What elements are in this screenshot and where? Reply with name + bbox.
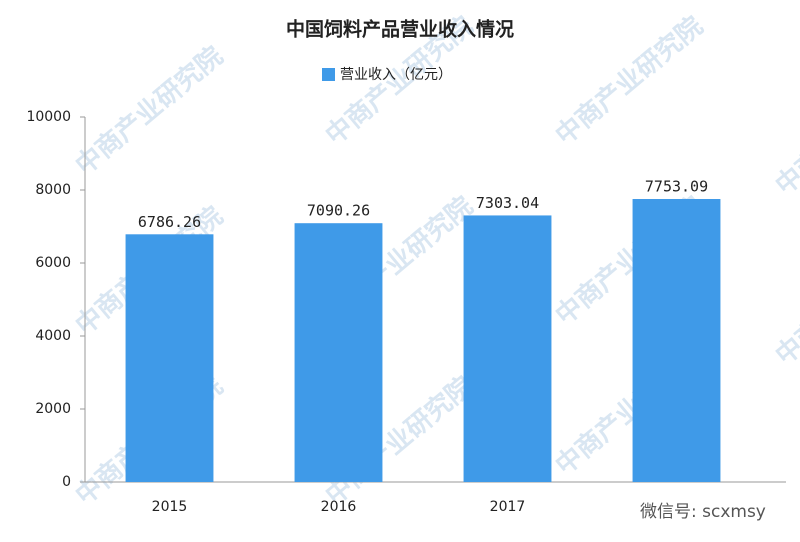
y-tick-label: 6000 bbox=[35, 255, 71, 271]
watermark: 中商产业研究院 bbox=[69, 40, 228, 181]
bar bbox=[294, 223, 383, 482]
y-tick-label: 0 bbox=[62, 474, 71, 490]
y-tick-label: 4000 bbox=[35, 328, 71, 344]
x-tick-label: 2016 bbox=[321, 499, 357, 515]
value-label: 6786.26 bbox=[138, 213, 201, 231]
wechat-watermark: 微信号: scxmsy bbox=[640, 502, 766, 522]
bar bbox=[632, 199, 721, 483]
y-tick-label: 2000 bbox=[35, 401, 71, 417]
y-tick-label: 8000 bbox=[35, 182, 71, 198]
x-tick-label: 2015 bbox=[152, 499, 188, 515]
watermark: 中商产业研究院 bbox=[549, 10, 708, 151]
value-label: 7303.04 bbox=[476, 194, 539, 212]
watermark: 中商产业研究院 bbox=[769, 230, 800, 371]
legend-swatch bbox=[322, 68, 335, 81]
value-label: 7753.09 bbox=[645, 178, 708, 196]
y-tick-label: 10000 bbox=[26, 109, 71, 125]
chart-title: 中国饲料产品营业收入情况 bbox=[286, 18, 514, 41]
bar bbox=[125, 234, 214, 482]
bar bbox=[463, 215, 552, 483]
watermark: 中商产业研究院 bbox=[769, 60, 800, 201]
value-label: 7090.26 bbox=[307, 202, 370, 220]
x-tick-label: 2017 bbox=[490, 499, 526, 515]
legend-label: 营业收入（亿元） bbox=[340, 67, 452, 83]
